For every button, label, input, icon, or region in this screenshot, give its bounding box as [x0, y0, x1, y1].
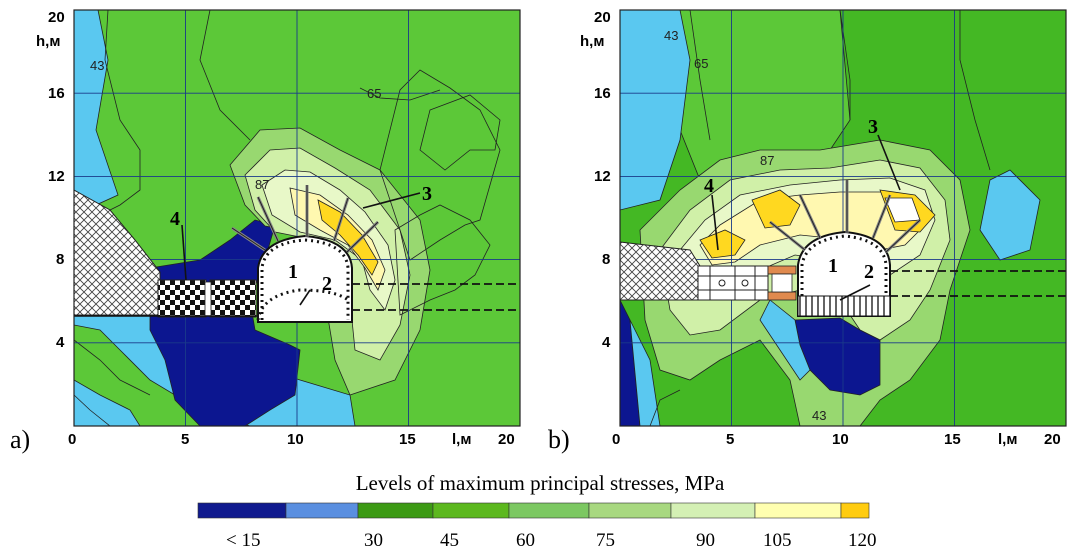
x-tick: 5: [181, 431, 189, 448]
x-tick: 15: [944, 431, 961, 448]
x-tick: 0: [68, 431, 76, 448]
y-tick: 8: [56, 251, 64, 268]
x-tick: 10: [287, 431, 304, 448]
element-label-floor: 2: [322, 273, 332, 295]
legend-label: 60: [516, 530, 535, 551]
legend-swatch: [508, 502, 590, 519]
contour-label: 87: [760, 153, 774, 168]
element-label-backfill: 4: [170, 208, 180, 230]
x-tick: 20: [498, 431, 515, 448]
legend-label: 75: [596, 530, 615, 551]
legend-label: < 15: [226, 530, 260, 551]
y-axis-label: h,м: [580, 33, 604, 50]
x-axis-label: l,м: [452, 431, 471, 448]
legend-swatch: [197, 502, 287, 519]
y-tick: 4: [56, 334, 65, 351]
x-tick: 20: [1044, 431, 1061, 448]
element-label-floor: 2: [864, 261, 874, 283]
legend-swatch: [357, 502, 434, 519]
element-label-bolts: 3: [868, 116, 878, 138]
contour-label: 87: [255, 177, 269, 192]
contour-label: 65: [694, 56, 708, 71]
y-tick: 12: [594, 168, 611, 185]
panel-letter: a): [10, 425, 30, 454]
legend-swatch: [670, 502, 756, 519]
element-label-tunnel: 1: [288, 261, 298, 283]
legend-swatch: [285, 502, 359, 519]
y-tick: 16: [594, 85, 611, 102]
element-label-support: 4: [704, 175, 714, 197]
contour-label: 43: [664, 28, 678, 43]
legend-swatch: [840, 502, 870, 519]
x-tick: 0: [612, 431, 620, 448]
legend-swatch: [588, 502, 672, 519]
panel-b: 43 65 87 43 1 2 3 4 20 h,м 16 12 8 4 0 5…: [548, 9, 1067, 454]
contour-label: 65: [367, 86, 381, 101]
panel-letter: b): [548, 425, 570, 454]
legend-title: Levels of maximum principal stresses, MP…: [356, 471, 725, 495]
legend-label: 45: [440, 530, 459, 551]
contour-label: 43: [90, 58, 104, 73]
panel-b-contour-field: [620, 10, 1066, 426]
y-tick: 16: [48, 85, 65, 102]
element-label-bolts: 3: [422, 183, 432, 205]
x-axis-label: l,м: [998, 431, 1017, 448]
legend: Levels of maximum principal stresses, MP…: [197, 471, 877, 551]
y-tick: 20: [48, 9, 65, 26]
element-label-tunnel: 1: [828, 255, 838, 277]
contour-label: 43: [812, 408, 826, 423]
x-tick: 15: [399, 431, 416, 448]
legend-swatch: [754, 502, 842, 519]
legend-swatch: [432, 502, 510, 519]
panel-a-contour-field: [74, 10, 520, 426]
y-axis-label: h,м: [36, 33, 60, 50]
y-tick: 20: [594, 9, 611, 26]
y-tick: 12: [48, 168, 65, 185]
y-tick: 4: [602, 334, 611, 351]
panel-a: 43 65 87 1 2 3 4 20 h,м 16 12 8 4 0 5 10…: [10, 9, 521, 454]
legend-label: 90: [696, 530, 715, 551]
x-tick: 10: [832, 431, 849, 448]
legend-color-bar: [197, 502, 870, 519]
legend-label: 105: [763, 530, 792, 551]
legend-label: 120: [848, 530, 877, 551]
legend-label: 30: [364, 530, 383, 551]
y-tick: 8: [602, 251, 610, 268]
x-tick: 5: [726, 431, 734, 448]
